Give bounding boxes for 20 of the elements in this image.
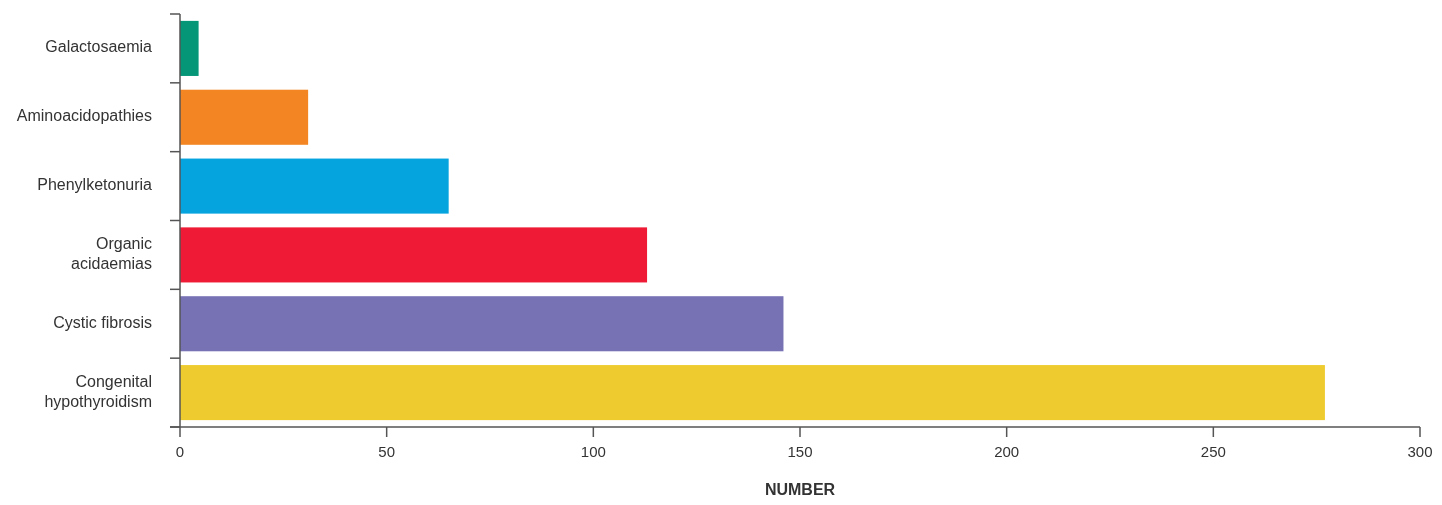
y-tick-label: Cystic fibrosis — [53, 313, 152, 331]
y-tick-label: Phenylketonuria — [37, 176, 153, 194]
x-tick-label: 150 — [787, 443, 813, 460]
y-tick-label: Congenital hypothyroidism — [44, 372, 152, 410]
y-tick-label: Galactosaemia — [45, 38, 153, 56]
x-tick-label: 200 — [994, 443, 1020, 460]
bar — [180, 20, 199, 76]
x-tick-label: 100 — [580, 443, 606, 460]
y-tick-label: Organic acidaemias — [71, 235, 152, 273]
bar — [180, 227, 648, 283]
x-tick-label: 0 — [175, 443, 185, 460]
x-tick-label: 300 — [1407, 443, 1433, 460]
x-tick-label: 250 — [1200, 443, 1226, 460]
bar — [180, 158, 449, 214]
y-tick-label: Aminoacidopathies — [16, 107, 152, 125]
x-tick-label: 50 — [378, 443, 396, 460]
x-axis-title: NUMBER — [764, 481, 836, 498]
bar — [180, 296, 784, 352]
bar — [180, 365, 1325, 421]
bar — [180, 89, 309, 145]
